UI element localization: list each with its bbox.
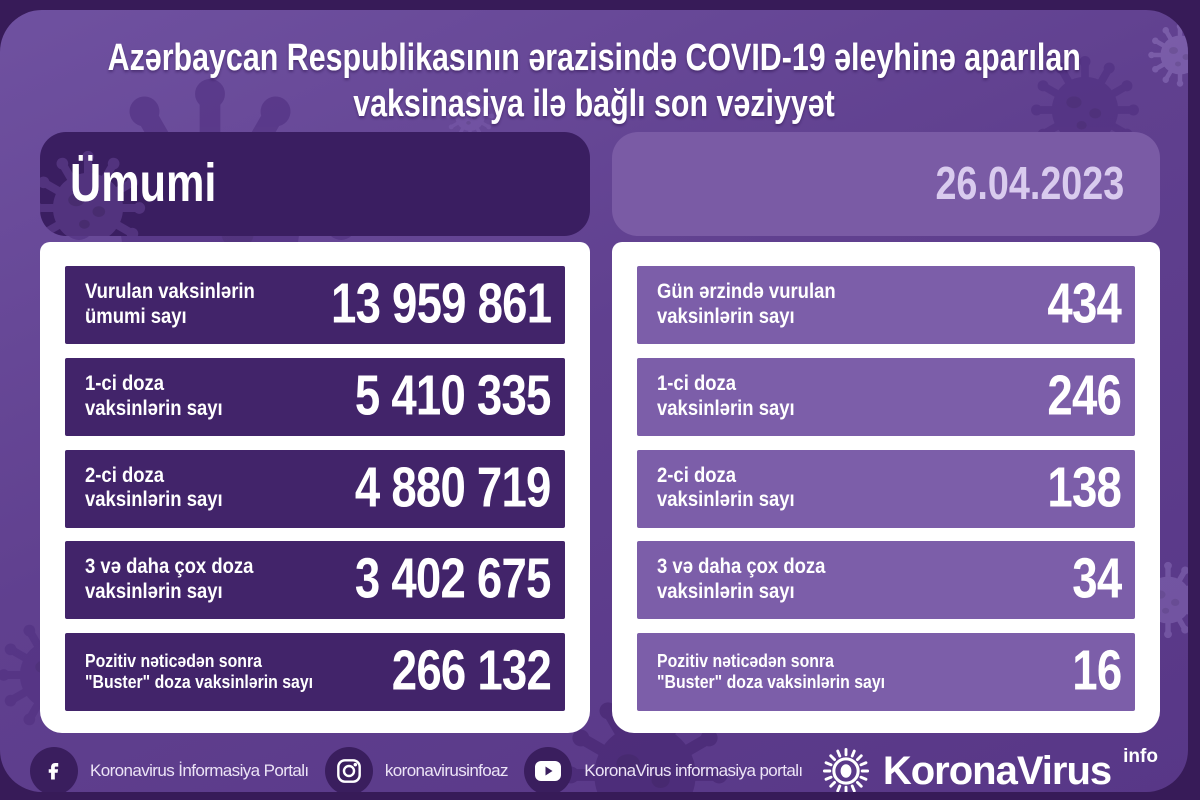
panel-total-card: Vurulan vaksinlərin ümumi sayı 13 959 861… [40, 242, 590, 733]
koronavirus-brand: KoronaVirus info [819, 744, 1166, 792]
footer: Koronavirus İnformasiya Portalı koronavi… [30, 742, 1166, 792]
stat-row-daily-dose3plus: 3 və daha çox doza vaksinlərin sayı 34 [637, 541, 1135, 620]
stat-row-total-dose3plus: 3 və daha çox doza vaksinlərin sayı 3 402… [65, 541, 565, 620]
facebook-icon [30, 747, 78, 792]
brand-name: KoronaVirus [882, 748, 1112, 793]
instagram-label: koronavirusinfoaz [384, 761, 509, 780]
brand-suffix: info [1123, 746, 1158, 767]
page-title-line1: Azərbaycan Respublikasının ərazisində CO… [107, 37, 1081, 79]
stat-row-total-booster: Pozitiv nəticədən sonra "Buster" doza vak… [65, 633, 565, 711]
facebook-label: Koronavirus İnformasiya Portalı [90, 761, 309, 780]
panel-total-header: Ümumi [40, 132, 590, 236]
stat-value: 16 [1071, 638, 1122, 703]
stat-row-daily-dose1: 1-ci doza vaksinlərin sayı 246 [637, 357, 1135, 436]
page-title: Azərbaycan Respublikasının ərazisində CO… [0, 36, 1188, 127]
youtube-link[interactable]: KoronaVirus informasiya portalı [524, 747, 803, 792]
panel-daily-header: 26.04.2023 [612, 132, 1160, 236]
facebook-link[interactable]: Koronavirus İnformasiya Portalı [30, 747, 309, 792]
stat-value: 34 [1071, 546, 1122, 611]
virus-logo-icon [822, 747, 869, 792]
stat-value: 246 [1047, 363, 1121, 428]
stat-value: 266 132 [391, 638, 552, 703]
youtube-icon [524, 747, 573, 792]
stat-row-daily-booster: Pozitiv nəticədən sonra "Buster" doza vak… [637, 633, 1135, 711]
stat-value: 434 [1047, 271, 1121, 336]
panel-total-title: Ümumi [70, 152, 217, 213]
panel-total: Ümumi Vurulan vaksinlərin ümumi sayı 13 9… [40, 132, 590, 733]
infographic-canvas: Azərbaycan Respublikasının ərazisində CO… [0, 10, 1188, 792]
instagram-link[interactable]: koronavirusinfoaz [324, 747, 509, 792]
page-title-line2: vaksinasiya ilə bağlı son vəziyyət [353, 82, 835, 125]
stat-value: 3 402 675 [355, 546, 551, 611]
stat-value: 138 [1047, 455, 1121, 520]
panel-daily: 26.04.2023 Gün ərzində vurulan vaksinləri… [612, 132, 1160, 733]
instagram-icon [324, 747, 373, 792]
stat-value: 4 880 719 [355, 455, 551, 520]
youtube-label: KoronaVirus informasiya portalı [584, 761, 803, 780]
panel-daily-card: Gün ərzində vurulan vaksinlərin sayı 434 … [612, 242, 1160, 733]
stat-row-total-all: Vurulan vaksinlərin ümumi sayı 13 959 861 [65, 266, 565, 344]
stat-row-total-dose2: 2-ci doza vaksinlərin sayı 4 880 719 [65, 449, 565, 528]
report-date: 26.04.2023 [935, 156, 1124, 209]
stat-value: 13 959 861 [330, 271, 552, 336]
stat-row-daily-all: Gün ərzində vurulan vaksinlərin sayı 434 [637, 266, 1135, 344]
stat-row-daily-dose2: 2-ci doza vaksinlərin sayı 138 [637, 449, 1135, 528]
stat-row-total-dose1: 1-ci doza vaksinlərin sayı 5 410 335 [65, 357, 565, 436]
stat-value: 5 410 335 [355, 363, 551, 428]
